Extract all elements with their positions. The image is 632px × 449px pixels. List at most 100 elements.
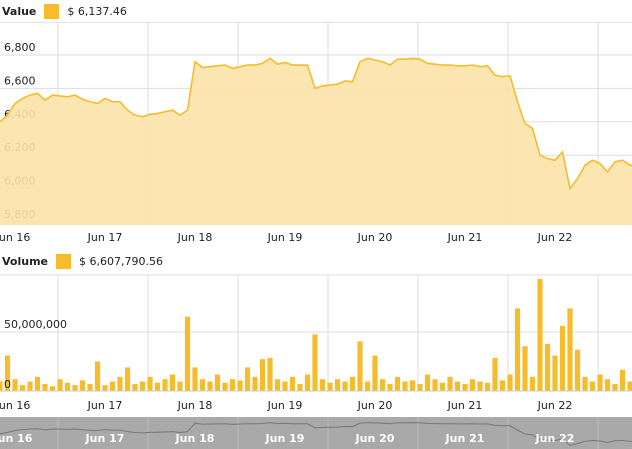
value-x-label: Jun 21 [447,231,483,244]
volume-bar [237,380,243,391]
volume-bar [514,308,521,391]
volume-bar [222,382,228,391]
volume-bar [214,374,221,391]
volume-bar [27,381,33,391]
volume-y-tick: 50,000,000 [4,318,67,331]
volume-bar [154,382,161,391]
volume-bar [492,357,498,391]
value-readout: $ 6,137.46 [67,5,127,18]
volume-bar [177,381,183,391]
volume-bar [34,376,41,391]
volume-bar [612,383,618,391]
volume-bar [162,379,168,391]
value-y-tick: 6,600 [4,74,36,87]
navigator-x-label: Jun 22 [535,432,575,445]
volume-bar [484,382,491,391]
volume-bar [499,380,506,391]
volume-bar [132,383,138,391]
volume-bar [507,374,513,391]
volume-title: Volume [2,255,48,268]
volume-bar [334,379,341,391]
volume-bar [357,341,363,391]
volume-bar [387,383,393,391]
volume-bar [409,380,416,391]
navigator-x-label: Jun 20 [355,432,395,445]
volume-bar [597,374,603,391]
value-title: Value [2,5,37,18]
volume-swatch [56,254,71,269]
volume-bar [402,381,408,391]
value-x-label: Jun 22 [537,231,573,244]
volume-bar [379,379,386,391]
volume-y-tick: 0 [4,378,11,391]
value-swatch [44,4,60,19]
volume-bar [349,376,356,391]
volume-bar [184,316,191,391]
value-x-label: Jun 16 [0,231,30,244]
navigator-background [0,417,632,449]
volume-bar [109,381,116,391]
volume-bar [0,381,3,391]
value-x-label: Jun 19 [267,231,303,244]
volume-bar [102,385,108,391]
volume-bar [627,381,632,391]
volume-x-label: Jun 19 [267,399,303,412]
volume-bar [552,355,558,391]
volume-bar [252,376,258,391]
volume-bar [417,383,423,391]
volume-x-label: Jun 17 [87,399,123,412]
volume-bar [312,334,318,391]
volume-bar [424,374,431,391]
navigator[interactable]: Jun 16 Jun 17 Jun 18 Jun 19 Jun 20 Jun 21 Jun … [0,417,632,449]
volume-bar [94,361,101,391]
value-y-tick: 6,800 [4,41,36,54]
navigator-x-label: Jun 16 [0,432,33,445]
volume-bar [304,374,311,391]
volume-bar [432,379,438,391]
value-x-label: Jun 17 [87,231,123,244]
volume-bar [49,386,56,391]
volume-bar [244,367,251,391]
volume-bar [79,380,86,391]
value-top-line [0,22,632,23]
volume-bar [394,376,401,391]
volume-bar [124,367,131,391]
volume-x-label: Jun 18 [177,399,213,412]
navigator-x-label: Jun 18 [175,432,215,445]
volume-bar [559,326,566,391]
volume-bar [57,379,63,391]
value-x-label: Jun 18 [177,231,213,244]
volume-x-label: Jun 16 [0,399,30,412]
volume-bar [619,369,626,391]
volume-bar [454,381,461,391]
volume-bar [364,381,371,391]
volume-bar [537,278,543,391]
volume-bar [567,308,573,391]
volume-bar [229,379,236,391]
volume-bar [117,376,123,391]
volume-bar [522,346,528,391]
value-area [0,58,632,226]
volume-bar [199,379,206,391]
volume-bar [19,385,26,391]
volume-bar [372,355,378,391]
volume-bar [139,381,146,391]
navigator-x-label: Jun 17 [85,432,125,445]
volume-bar [469,379,476,391]
volume-bar [147,376,153,391]
volume-bar [192,367,198,391]
volume-bar [282,381,288,391]
volume-bar [274,379,281,391]
value-x-label: Jun 20 [357,231,393,244]
navigator-x-label: Jun 19 [265,432,305,445]
volume-bar [289,376,296,391]
volume-x-label: Jun 21 [447,399,483,412]
volume-bar [297,383,303,391]
volume-bar [207,381,213,391]
volume-readout: $ 6,607,790.56 [79,255,163,268]
volume-bar [169,374,176,391]
navigator-x-label: Jun 21 [445,432,485,445]
volume-x-label: Jun 20 [357,399,393,412]
volume-bar [4,355,11,391]
